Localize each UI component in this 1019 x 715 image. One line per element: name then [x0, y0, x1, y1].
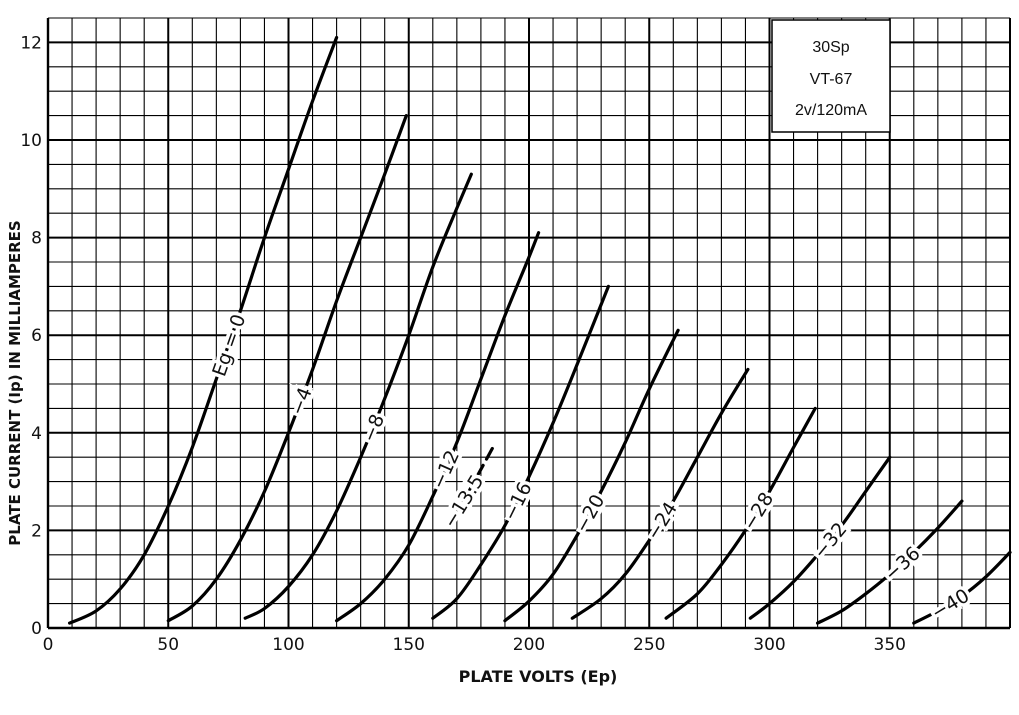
curve-series-8	[570, 367, 750, 620]
curve-series-7	[503, 328, 680, 623]
y-tick-label: 4	[31, 424, 42, 444]
y-tick-label: 0	[31, 619, 42, 639]
x-tick-label: 50	[157, 635, 179, 655]
curve-series-3	[243, 172, 473, 620]
info-box-line-3: 2v/120mA	[795, 102, 867, 119]
curve-series-2	[166, 114, 408, 623]
y-tick-label: 10	[20, 131, 42, 151]
plot-curves	[68, 35, 1012, 625]
x-tick-label: 0	[43, 635, 54, 655]
info-box-line-2: VT-67	[810, 71, 853, 88]
info-box-line-1: 30Sp	[812, 39, 849, 56]
x-axis-title: PLATE VOLTS (Ep)	[459, 667, 618, 686]
y-tick-label: 2	[31, 521, 42, 541]
y-tick-label: 6	[31, 326, 42, 346]
x-tick-label: 150	[393, 635, 425, 655]
y-tick-label: 12	[20, 33, 42, 53]
curve-series-12	[912, 550, 1012, 625]
curve-series-5	[448, 445, 495, 528]
curve-series-6	[431, 284, 610, 620]
curve-series-1	[68, 35, 339, 625]
x-tick-label: 200	[513, 635, 545, 655]
x-tick-label: 350	[874, 635, 906, 655]
x-tick-label: 100	[272, 635, 304, 655]
y-axis-title: PLATE CURRENT (Ip) IN MILLIAMPERES	[6, 220, 24, 545]
curve-series-11	[816, 499, 964, 625]
curve-series-9	[664, 406, 817, 620]
tick-labels: 0 50 100 150 200 250 300 350 0 2 4 6 8 10 12	[20, 33, 906, 655]
curve-series-4	[335, 231, 541, 623]
curve-series-10	[748, 455, 892, 620]
x-tick-label: 300	[753, 635, 785, 655]
x-tick-label: 250	[633, 635, 665, 655]
info-box-frame	[771, 19, 891, 133]
y-tick-label: 8	[31, 229, 42, 249]
info-box: 30Sp VT-67 2v/120mA	[771, 19, 891, 133]
